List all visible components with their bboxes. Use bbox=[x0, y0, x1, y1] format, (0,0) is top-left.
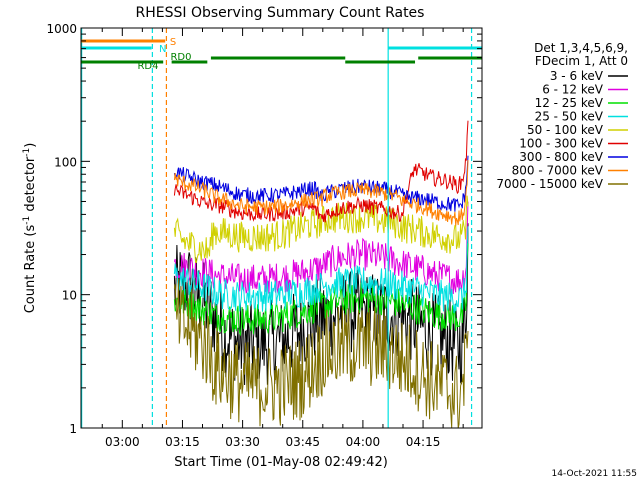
legend-label-5: 100 - 300 keV bbox=[519, 137, 603, 151]
legend-label-7: 800 - 7000 keV bbox=[512, 164, 604, 178]
x-tick-label: 03:45 bbox=[285, 435, 320, 449]
x-axis-ticks: 03:00 03:15 03:30 03:45 04:00 04:15 bbox=[101, 28, 464, 449]
status-label-rd4: RD4 bbox=[137, 61, 158, 72]
series-line-7 bbox=[173, 160, 469, 226]
timestamp: 14-Oct-2021 11:55 bbox=[552, 469, 637, 479]
legend-label-0: 3 - 6 keV bbox=[550, 69, 604, 83]
status-label-rd0: RD0 bbox=[170, 52, 191, 63]
plot-frame bbox=[80, 27, 483, 429]
legend-header-line-2: FDecim 1, Att 0 bbox=[535, 54, 628, 68]
legend-label-3: 25 - 50 keV bbox=[535, 110, 604, 124]
series-line-0 bbox=[173, 223, 469, 386]
y-axis-label: Count Rate (s-1 detector-1) bbox=[22, 143, 38, 314]
legend-header-line-1: Det 1,3,4,5,6,9, bbox=[534, 41, 628, 55]
x-axis-label: Start Time (01-May-08 02:49:42) bbox=[174, 455, 388, 470]
x-tick-label: 03:00 bbox=[105, 435, 140, 449]
status-label-n: N bbox=[159, 44, 166, 55]
y-tick-label: 1000 bbox=[46, 22, 77, 36]
legend-label-4: 50 - 100 keV bbox=[527, 123, 604, 137]
x-tick-label: 04:00 bbox=[346, 435, 381, 449]
x-tick-label: 04:15 bbox=[406, 435, 441, 449]
y-tick-label: 10 bbox=[62, 289, 77, 303]
y-tick-label: 1 bbox=[69, 422, 77, 436]
status-label-s: S bbox=[170, 37, 176, 48]
x-tick-label: 03:30 bbox=[225, 435, 260, 449]
legend-label-2: 12 - 25 keV bbox=[535, 96, 604, 110]
legend-label-1: 6 - 12 keV bbox=[542, 83, 604, 97]
chart-title: RHESSI Observing Summary Count Rates bbox=[136, 5, 425, 21]
series-line-5 bbox=[173, 120, 469, 223]
legend-label-6: 300 - 800 keV bbox=[519, 150, 603, 164]
status-bars: SN RD0 RD4 bbox=[81, 37, 482, 72]
y-tick-label: 100 bbox=[54, 155, 77, 169]
series-line-8 bbox=[173, 278, 469, 429]
series-line-4 bbox=[173, 195, 469, 264]
series-line-1 bbox=[173, 201, 469, 296]
series-line-2 bbox=[173, 243, 469, 337]
legend-label-8: 7000 - 15000 keV bbox=[496, 177, 603, 191]
series-line-3 bbox=[173, 226, 469, 314]
y-axis-ticks: 1 10 100 1000 bbox=[46, 22, 482, 436]
x-tick-label: 03:15 bbox=[165, 435, 200, 449]
series-curves bbox=[173, 120, 469, 429]
